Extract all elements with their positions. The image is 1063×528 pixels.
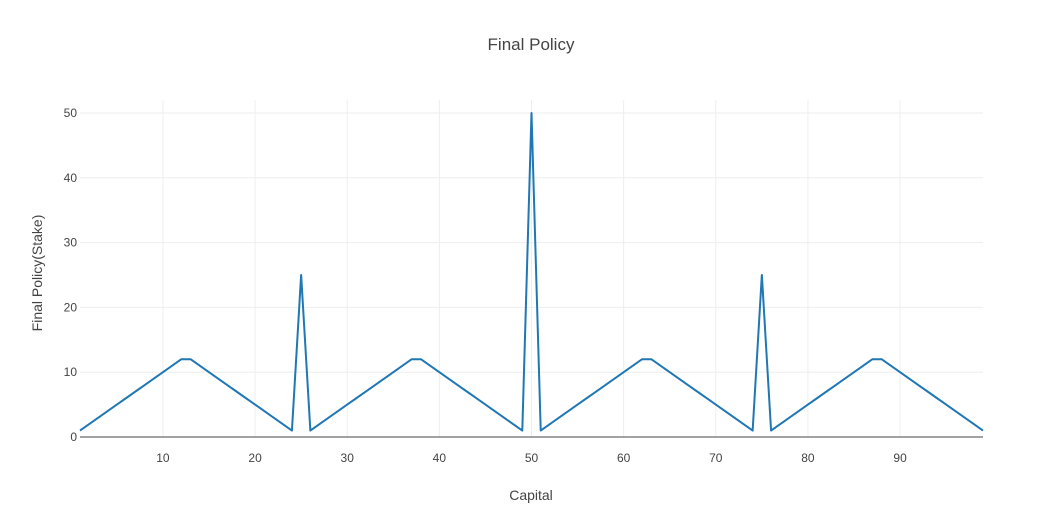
x-tick-label: 70 xyxy=(709,451,723,465)
x-axis-title: Capital xyxy=(509,487,553,503)
grid xyxy=(80,100,983,438)
x-tick-label: 40 xyxy=(433,451,447,465)
x-tick-label: 90 xyxy=(893,451,907,465)
y-axis-title: Final Policy(Stake) xyxy=(29,215,45,332)
y-tick-label: 40 xyxy=(64,171,78,185)
tick-labels: 10 20 30 40 50 60 70 80 90 0 10 20 30 40 50 xyxy=(64,106,907,465)
y-tick-label: 20 xyxy=(64,300,78,314)
series-line xyxy=(79,111,984,432)
y-tick-label: 30 xyxy=(64,236,78,250)
y-tick-label: 50 xyxy=(64,106,78,120)
y-tick-label: 0 xyxy=(70,430,77,444)
x-tick-label: 80 xyxy=(801,451,815,465)
y-tick-label: 10 xyxy=(64,365,78,379)
chart-title: Final Policy xyxy=(488,35,575,54)
plot-area xyxy=(79,111,984,432)
x-tick-label: 50 xyxy=(525,451,539,465)
x-tick-label: 20 xyxy=(248,451,262,465)
x-tick-label: 30 xyxy=(341,451,355,465)
x-tick-label: 10 xyxy=(156,451,170,465)
x-tick-label: 60 xyxy=(617,451,631,465)
